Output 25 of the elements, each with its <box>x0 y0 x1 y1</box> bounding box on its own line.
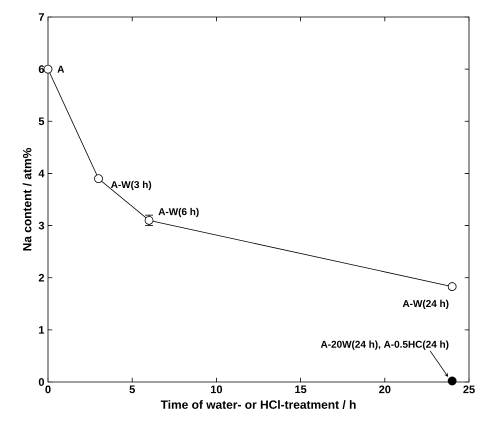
x-tick-label: 15 <box>295 386 306 394</box>
annotation: A-W(6 h) <box>158 208 199 218</box>
x-tick-label: 5 <box>130 386 135 394</box>
x-tick-label: 25 <box>463 386 475 394</box>
y-tick-label: 7 <box>38 13 44 21</box>
x-tick-label: 0 <box>45 386 51 394</box>
y-tick-label: 0 <box>38 378 44 386</box>
y-axis-title: Na content / atm% <box>22 148 32 251</box>
x-tick-label: 10 <box>210 386 222 394</box>
y-tick-label: 5 <box>38 117 44 126</box>
point <box>44 64 52 74</box>
annotation: A <box>57 66 64 73</box>
y-tick-label: 3 <box>38 222 44 230</box>
annotation: A-20W(24 h), A-0.5HC(24 h) <box>320 340 448 350</box>
y-tick-label: 4 <box>38 170 44 178</box>
x-axis-title: Time of water- or HCl-treatment / h <box>160 400 356 410</box>
y-tick-label: 2 <box>38 274 44 282</box>
y-tick-label: 6 <box>38 65 44 74</box>
annotation: A-W(24 h) <box>402 300 448 310</box>
y-tick-label: 1 <box>39 326 44 334</box>
point <box>448 376 457 386</box>
x-tick-label: 20 <box>379 386 390 394</box>
point <box>448 282 457 291</box>
point <box>94 174 103 184</box>
annotation: A-W(3 h) <box>110 180 152 190</box>
